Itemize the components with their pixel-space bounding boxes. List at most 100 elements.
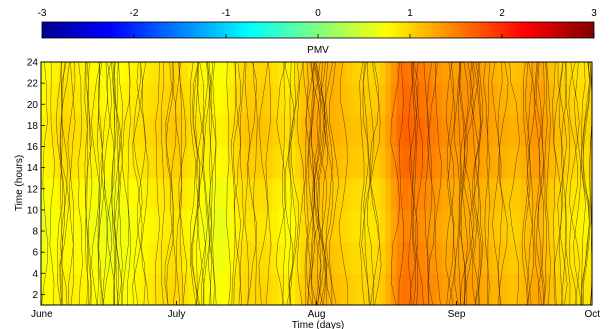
heatmap-cell (255, 83, 262, 116)
heatmap-cell (266, 273, 274, 305)
contour-line (127, 62, 131, 305)
heatmap-cell (402, 146, 409, 179)
contour-line (311, 62, 315, 305)
heatmap-cell (391, 146, 398, 179)
contour-line (258, 62, 269, 305)
heatmap-cell (585, 178, 589, 211)
heatmap-cell (402, 178, 409, 211)
heatmap-cell (300, 178, 307, 211)
heatmap-cell (475, 114, 482, 148)
heatmap-cell (80, 83, 87, 116)
contour-line (111, 62, 117, 305)
heatmap-cell (278, 209, 285, 243)
heatmap-cell (176, 83, 183, 116)
heatmap-cell (295, 146, 302, 179)
heatmap-cell (385, 273, 392, 305)
heatmap-cell (345, 241, 353, 274)
heatmap-cell (41, 62, 48, 84)
heatmap-cell (458, 209, 466, 243)
heatmap-cell (41, 273, 48, 305)
heatmap-cell (430, 62, 437, 84)
heatmap-cell (589, 209, 592, 243)
heatmap-cell (328, 273, 336, 305)
heatmap-cell (385, 209, 392, 243)
heatmap-cell (244, 62, 251, 84)
heatmap-cell (249, 178, 257, 211)
heatmap-cell (289, 114, 296, 148)
heatmap-cell (481, 146, 488, 179)
heatmap-cell (159, 62, 166, 84)
heatmap-cell (374, 241, 381, 274)
contour-line (474, 62, 482, 305)
heatmap-cell (210, 146, 217, 179)
heatmap-cell (216, 146, 223, 179)
heatmap-cell (340, 114, 347, 148)
heatmap-cell (391, 209, 398, 243)
heatmap-cell (520, 209, 528, 243)
heatmap-cell (216, 83, 223, 116)
contour-line (77, 62, 83, 305)
heatmap-cell (165, 146, 172, 179)
heatmap-cell (41, 209, 48, 243)
contour-line (367, 62, 375, 305)
heatmap-cell (238, 273, 245, 305)
heatmap-cell (402, 114, 409, 148)
heatmap-cell (148, 62, 155, 84)
heatmap-cell (492, 146, 499, 179)
heatmap-cell (272, 146, 279, 179)
heatmap-cell (430, 114, 437, 148)
heatmap-cell (374, 83, 381, 116)
heatmap-cell (283, 209, 291, 243)
heatmap-cell (306, 83, 313, 116)
heatmap-cell (148, 114, 155, 148)
heatmap-cell (368, 62, 375, 84)
heatmap-cell (131, 273, 138, 305)
heatmap-cell (379, 114, 386, 148)
heatmap-cell (582, 146, 586, 179)
heatmap-cell (317, 273, 324, 305)
contour-line (289, 62, 300, 305)
contour-line (338, 62, 348, 305)
contour-line (369, 62, 380, 305)
heatmap-cell (391, 83, 398, 116)
heatmap-cell (447, 146, 454, 179)
heatmap-cell (210, 241, 217, 274)
contour-line (359, 62, 365, 305)
heatmap-cell (153, 241, 161, 274)
heatmap-cell (232, 273, 240, 305)
heatmap-cell (554, 114, 561, 148)
contour-line (509, 62, 520, 305)
heatmap-cell (453, 273, 460, 305)
x-tick-label: Sep (448, 309, 466, 320)
heatmap-cell (396, 114, 403, 148)
heatmap-cell (57, 83, 65, 116)
heatmap-cell (520, 241, 528, 274)
heatmap-cell (80, 62, 87, 84)
heatmap-cell (131, 178, 138, 211)
heatmap-cell (317, 178, 324, 211)
heatmap-cell (159, 273, 166, 305)
heatmap-cell (80, 273, 87, 305)
heatmap-cell (41, 83, 48, 116)
heatmap-cell (436, 241, 443, 274)
heatmap-cell (351, 114, 358, 148)
heatmap-cell (278, 241, 285, 274)
heatmap-cell (345, 146, 353, 179)
heatmap-cell (187, 209, 195, 243)
heatmap-cell (430, 146, 437, 179)
heatmap-cell (585, 83, 589, 116)
heatmap-cell (300, 273, 307, 305)
heatmap-cell (266, 146, 274, 179)
heatmap-cell (498, 114, 505, 148)
heatmap-cell (571, 209, 578, 243)
heatmap-cell (120, 62, 127, 84)
contour-line (310, 62, 321, 305)
heatmap-cell (289, 209, 296, 243)
contour-line (582, 62, 591, 305)
heatmap-cell (136, 62, 144, 84)
heatmap-cell (396, 62, 403, 84)
heatmap-cell (357, 241, 364, 274)
heatmap-cell (486, 209, 494, 243)
heatmap-cell (587, 146, 591, 179)
